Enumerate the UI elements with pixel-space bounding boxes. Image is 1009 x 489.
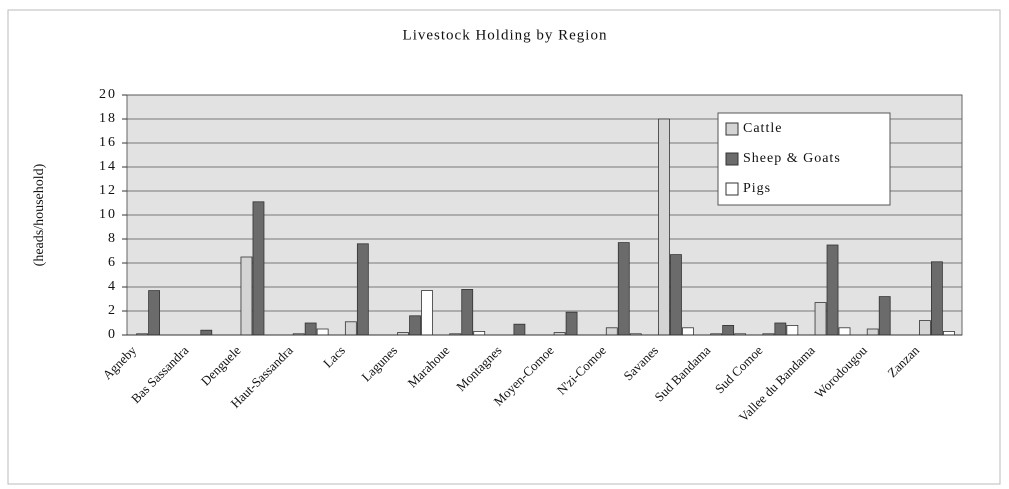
y-tick-label: 10	[99, 207, 117, 222]
legend-swatch	[725, 152, 739, 166]
y-tick-label: 6	[108, 255, 117, 270]
y-tick-label: 12	[99, 183, 117, 198]
legend-label: Pigs	[743, 181, 771, 196]
bar	[670, 254, 682, 336]
bar	[722, 324, 735, 336]
bar	[919, 320, 931, 336]
bar	[814, 302, 827, 336]
y-tick-label: 0	[108, 327, 117, 342]
bar	[148, 290, 160, 336]
legend-swatch	[725, 122, 739, 136]
bar	[473, 330, 486, 336]
legend-box	[717, 112, 891, 206]
bar	[943, 330, 955, 336]
legend-swatch	[725, 182, 739, 196]
y-tick-label: 4	[108, 279, 117, 294]
y-tick-label: 20	[99, 87, 117, 102]
bar	[617, 242, 630, 336]
y-tick-label: 14	[99, 159, 117, 174]
bar	[240, 256, 253, 336]
bar	[878, 296, 891, 336]
bar	[513, 323, 526, 336]
y-tick-label: 18	[99, 111, 117, 126]
bar	[421, 290, 433, 336]
bar	[838, 327, 851, 336]
bar	[931, 261, 943, 336]
bar	[826, 244, 839, 336]
bar	[344, 321, 357, 336]
bar	[200, 329, 213, 336]
bar	[565, 311, 578, 336]
bar	[409, 315, 421, 336]
bar	[316, 328, 329, 336]
chart-title: Livestock Holding by Region	[403, 27, 608, 43]
bar	[658, 118, 670, 336]
bar	[304, 322, 317, 336]
y-tick-label: 8	[108, 231, 117, 246]
y-tick-label: 16	[99, 135, 117, 150]
bar	[252, 201, 265, 336]
legend-label: Sheep & Goats	[743, 151, 841, 166]
bar	[682, 327, 694, 336]
y-axis-label: (heads/household)	[32, 163, 47, 266]
bar	[461, 288, 474, 336]
bar	[605, 327, 618, 336]
bar	[774, 322, 787, 336]
legend-label: Cattle	[743, 121, 782, 136]
y-tick-label: 2	[108, 303, 117, 318]
bar	[866, 328, 879, 336]
bar	[786, 324, 799, 336]
bar	[356, 243, 369, 336]
